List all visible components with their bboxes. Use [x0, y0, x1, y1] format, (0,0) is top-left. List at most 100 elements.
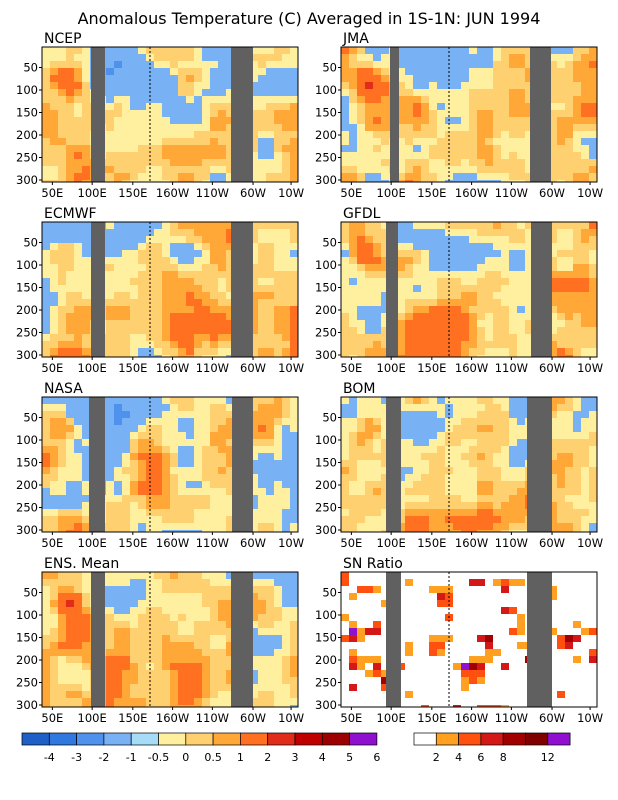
field-cell: [373, 180, 381, 182]
field-cell: [461, 355, 469, 357]
field-cell: [397, 355, 405, 357]
field-cell: [122, 166, 130, 173]
field-cell: [589, 75, 597, 82]
field-cell: [250, 138, 258, 145]
field-cell: [114, 292, 122, 299]
field-cell: [226, 488, 234, 495]
field-cell: [194, 635, 202, 642]
field-cell: [517, 145, 525, 152]
field-cell: [485, 299, 493, 306]
colorbar-sn-ratio: 2 4 6 8 12: [413, 732, 571, 764]
field-cell: [429, 425, 437, 432]
field-cell: [477, 264, 485, 271]
field-cell: [397, 257, 405, 264]
field-cell: [266, 152, 274, 159]
field-cell: [413, 271, 421, 278]
field-cell: [42, 397, 50, 404]
field-cell: [50, 82, 58, 89]
field-cell: [42, 670, 50, 677]
field-cell: [357, 474, 365, 481]
field-cell: [274, 453, 282, 460]
field-cell: [194, 138, 202, 145]
field-cell: [405, 453, 413, 460]
field-cell: [250, 278, 258, 285]
field-cell: [130, 572, 138, 579]
field-cell: [122, 313, 130, 320]
field-cell: [210, 656, 218, 663]
field-cell: [74, 236, 82, 243]
field-cell: [266, 313, 274, 320]
field-cell: [162, 173, 170, 180]
field-cell: [218, 320, 226, 327]
field-cell: [397, 159, 405, 166]
field-cell: [565, 110, 573, 117]
field-cell: [194, 523, 202, 530]
field-cell: [154, 110, 162, 117]
field-cell: [557, 509, 565, 516]
field-cell: [178, 271, 186, 278]
field-cell: [397, 285, 405, 292]
field-cell: [122, 614, 130, 621]
field-cell: [218, 502, 226, 509]
field-cell: [130, 152, 138, 159]
field-cell: [178, 425, 186, 432]
colorbar-swatch: [21, 732, 50, 746]
field-cell: [581, 124, 589, 131]
field-cell: [146, 516, 154, 523]
field-cell: [501, 103, 509, 110]
field-cell: [349, 663, 357, 670]
field-cell: [549, 257, 557, 264]
field-cell: [186, 306, 194, 313]
field-cell: [50, 411, 58, 418]
field-cell: [162, 495, 170, 502]
field-cell: [549, 453, 557, 460]
field-cell: [186, 677, 194, 684]
field-cell: [82, 124, 90, 131]
field-cell: [266, 117, 274, 124]
land-mask: [527, 397, 552, 532]
field-cell: [138, 159, 146, 166]
field-cell: [178, 82, 186, 89]
field-cell: [66, 488, 74, 495]
field-cell: [258, 621, 266, 628]
x-tick-label: 160W: [156, 361, 189, 375]
field-cell: [341, 264, 349, 271]
field-cell: [525, 229, 533, 236]
field-cell: [42, 306, 50, 313]
field-cell: [589, 306, 597, 313]
field-cell: [66, 292, 74, 299]
field-cell: [589, 425, 597, 432]
field-cell: [357, 635, 365, 642]
field-cell: [349, 439, 357, 446]
field-cell: [421, 467, 429, 474]
field-cell: [162, 621, 170, 628]
field-cell: [469, 467, 477, 474]
field-cell: [557, 460, 565, 467]
field-cell: [493, 348, 501, 355]
field-cell: [194, 320, 202, 327]
field-cell: [282, 54, 290, 61]
field-cell: [266, 649, 274, 656]
field-cell: [282, 173, 290, 180]
field-cell: [226, 474, 234, 481]
field-cell: [162, 579, 170, 586]
field-cell: [154, 278, 162, 285]
field-cell: [162, 684, 170, 691]
field-cell: [74, 691, 82, 698]
field-cell: [106, 159, 114, 166]
field-cell: [258, 600, 266, 607]
field-cell: [266, 159, 274, 166]
field-cell: [58, 453, 66, 460]
field-cell: [405, 138, 413, 145]
field-cell: [557, 523, 565, 530]
field-cell: [82, 54, 90, 61]
colorbar-swatch: [76, 732, 105, 746]
field-cell: [138, 663, 146, 670]
field-cell: [50, 229, 58, 236]
field-cell: [493, 278, 501, 285]
field-cell: [485, 131, 493, 138]
field-cell: [178, 89, 186, 96]
field-cell: [42, 495, 50, 502]
field-cell: [282, 145, 290, 152]
field-cell: [509, 404, 517, 411]
